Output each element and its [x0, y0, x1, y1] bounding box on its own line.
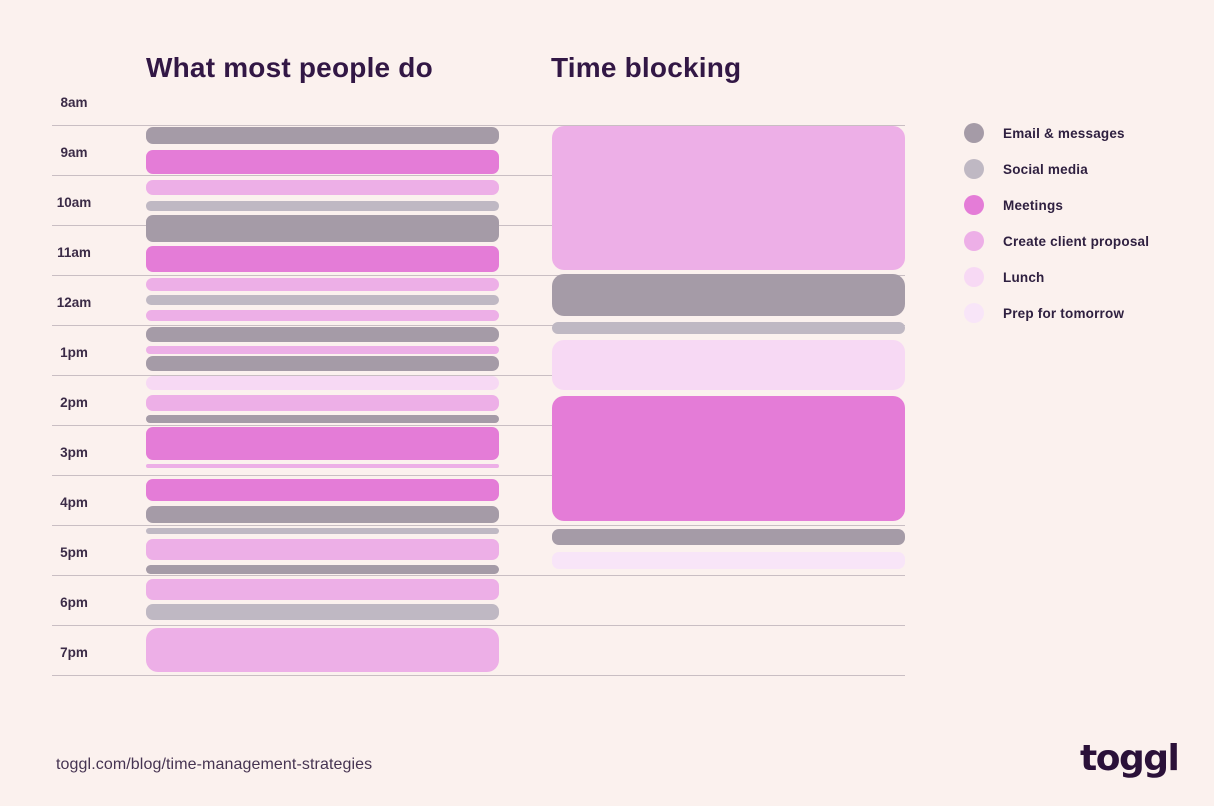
time-block-create-client-proposal: [146, 277, 499, 291]
time-block-email-messages: [551, 529, 905, 545]
hour-label: 7pm: [60, 644, 88, 660]
legend-item-social-media: Social media: [964, 159, 1149, 179]
legend-label: Social media: [1003, 161, 1088, 177]
legend-item-prep-for-tomorrow: Prep for tomorrow: [964, 303, 1149, 323]
column-title-time-blocking: Time blocking: [551, 52, 742, 83]
time-block-create-client-proposal: [146, 463, 499, 468]
hour-label: 2pm: [60, 394, 88, 410]
time-block-meetings: [146, 245, 499, 272]
legend-item-meetings: Meetings: [964, 195, 1149, 215]
time-block-email-messages: [146, 127, 499, 144]
time-block-prep-for-tomorrow: [551, 551, 905, 569]
time-block-email-messages: [146, 565, 499, 574]
legend-label: Prep for tomorrow: [1003, 305, 1125, 321]
time-block-create-client-proposal: [551, 126, 905, 270]
legend-label: Lunch: [1003, 269, 1045, 285]
legend-item-email-messages: Email & messages: [964, 123, 1149, 143]
time-block-meetings: [146, 478, 499, 501]
time-block-create-client-proposal: [146, 538, 499, 560]
time-block-email-messages: [551, 273, 905, 316]
time-block-email-messages: [146, 326, 499, 342]
time-block-lunch: [146, 375, 499, 390]
grid-line: [52, 374, 905, 376]
time-block-create-client-proposal: [146, 578, 499, 600]
meetings-color-dot: [964, 195, 984, 215]
hour-label: 1pm: [60, 344, 88, 360]
time-block-create-client-proposal: [146, 628, 499, 672]
time-block-social-media: [146, 603, 499, 620]
time-block-email-messages: [146, 506, 499, 523]
time-block-lunch: [551, 340, 905, 390]
time-block-create-client-proposal: [146, 309, 499, 321]
grid-line: [52, 124, 905, 126]
legend-label: Email & messages: [1003, 125, 1125, 141]
time-block-social-media: [146, 295, 499, 305]
time-block-email-messages: [146, 215, 499, 242]
hour-label: 5pm: [60, 544, 88, 560]
grid-line: [52, 274, 905, 276]
time-block-meetings: [146, 426, 499, 460]
legend-label: Create client proposal: [1003, 233, 1150, 249]
time-block-email-messages: [146, 415, 499, 423]
time-block-social-media: [146, 201, 499, 211]
email-messages-color-dot: [964, 123, 984, 143]
grid-line: [52, 174, 905, 176]
column-title-most-people: What most people do: [146, 52, 433, 83]
hour-label: 10am: [56, 194, 92, 210]
legend-label: Meetings: [1003, 197, 1064, 213]
hour-label: 12am: [56, 294, 92, 310]
prep-for-tomorrow-color-dot: [964, 303, 984, 323]
legend: Email & messages Social media Meetings Crea…: [964, 123, 1149, 339]
create-client-proposal-color-dot: [964, 231, 984, 251]
footer-url: toggl.com/blog/time-management-strategie…: [56, 756, 373, 773]
legend-item-create-client-proposal: Create client proposal: [964, 231, 1149, 251]
legend-item-lunch: Lunch: [964, 267, 1149, 287]
hour-label: 8am: [60, 94, 88, 110]
grid-line: [52, 524, 905, 526]
social-media-color-dot: [964, 159, 984, 179]
time-block-social-media: [146, 527, 499, 534]
grid-line: [52, 324, 905, 326]
hour-label: 11am: [57, 244, 91, 260]
grid-line: [52, 674, 905, 676]
hour-label: 9am: [60, 144, 88, 160]
grid-line: [52, 624, 905, 626]
toggl-logo: toggl: [1080, 738, 1180, 779]
time-block-create-client-proposal: [146, 180, 499, 195]
time-block-email-messages: [146, 356, 499, 371]
grid-line: [52, 574, 905, 576]
hour-label: 4pm: [60, 494, 88, 510]
hour-label: 6pm: [60, 594, 88, 610]
grid-line: [52, 424, 905, 426]
grid-line: [52, 474, 905, 476]
time-block-create-client-proposal: [146, 345, 499, 354]
time-block-meetings: [551, 396, 905, 521]
lunch-color-dot: [964, 267, 984, 287]
time-block-meetings: [146, 149, 499, 174]
hour-label: 3pm: [60, 444, 88, 460]
time-block-create-client-proposal: [146, 395, 499, 411]
time-block-social-media: [551, 322, 905, 334]
